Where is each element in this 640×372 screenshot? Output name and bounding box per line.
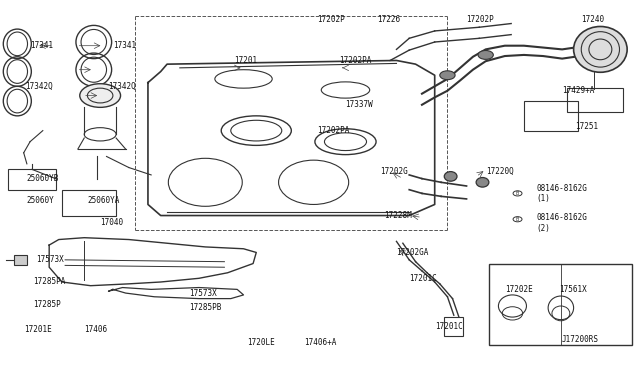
- Text: 17337W: 17337W: [346, 100, 373, 109]
- Text: 25060YA: 25060YA: [88, 196, 120, 205]
- Text: B: B: [516, 191, 519, 196]
- Text: 17285PB: 17285PB: [189, 303, 221, 312]
- Ellipse shape: [440, 71, 455, 80]
- Text: 17341: 17341: [113, 41, 136, 50]
- Bar: [444, 317, 463, 336]
- Text: 17202P: 17202P: [467, 15, 494, 24]
- Text: 17573X: 17573X: [189, 289, 217, 298]
- Text: B: B: [516, 217, 519, 222]
- Bar: [524, 101, 578, 131]
- Ellipse shape: [80, 84, 120, 108]
- Text: 17342Q: 17342Q: [26, 82, 53, 91]
- Ellipse shape: [444, 171, 457, 181]
- Ellipse shape: [476, 177, 489, 187]
- Text: 17226: 17226: [378, 15, 401, 24]
- Text: 17040: 17040: [100, 218, 124, 227]
- Text: 17201C: 17201C: [409, 274, 437, 283]
- Text: 17228M: 17228M: [384, 211, 412, 220]
- Text: 17406: 17406: [84, 326, 108, 334]
- Text: 17573X: 17573X: [36, 255, 64, 264]
- Ellipse shape: [478, 51, 493, 60]
- Text: 17342Q: 17342Q: [108, 82, 136, 91]
- Text: 25060Y: 25060Y: [27, 196, 54, 205]
- Text: 25060YB: 25060YB: [27, 174, 60, 183]
- Text: 17202PA: 17202PA: [317, 126, 349, 135]
- Text: 17406+A: 17406+A: [304, 339, 337, 347]
- Bar: [489, 263, 632, 345]
- Text: 17202E: 17202E: [505, 285, 532, 294]
- Text: 17202P: 17202P: [317, 15, 344, 24]
- Bar: [62, 190, 116, 215]
- Bar: [8, 169, 56, 190]
- Text: 17240: 17240: [581, 15, 604, 24]
- Text: 17201E: 17201E: [24, 326, 51, 334]
- Text: 17202PA: 17202PA: [339, 56, 371, 65]
- Text: 17220Q: 17220Q: [486, 167, 513, 176]
- Bar: [567, 88, 623, 112]
- Text: 17429+A: 17429+A: [562, 86, 595, 94]
- Text: 17251: 17251: [575, 122, 598, 131]
- Text: 17201: 17201: [234, 56, 257, 65]
- Text: 17285PA: 17285PA: [33, 278, 66, 286]
- Text: 17202G: 17202G: [381, 167, 408, 176]
- Text: 1720LE: 1720LE: [246, 339, 275, 347]
- Text: 17201C: 17201C: [435, 322, 463, 331]
- Text: 08146-8162G
(2): 08146-8162G (2): [537, 213, 588, 232]
- Text: 17285P: 17285P: [33, 300, 61, 309]
- Text: 17341: 17341: [30, 41, 53, 50]
- Text: 17561X: 17561X: [559, 285, 587, 294]
- Text: 08146-8162G
(1): 08146-8162G (1): [537, 184, 588, 203]
- Text: 17202GA: 17202GA: [396, 248, 429, 257]
- Bar: [14, 255, 27, 265]
- Ellipse shape: [573, 26, 627, 72]
- Text: J17200RS: J17200RS: [562, 335, 599, 344]
